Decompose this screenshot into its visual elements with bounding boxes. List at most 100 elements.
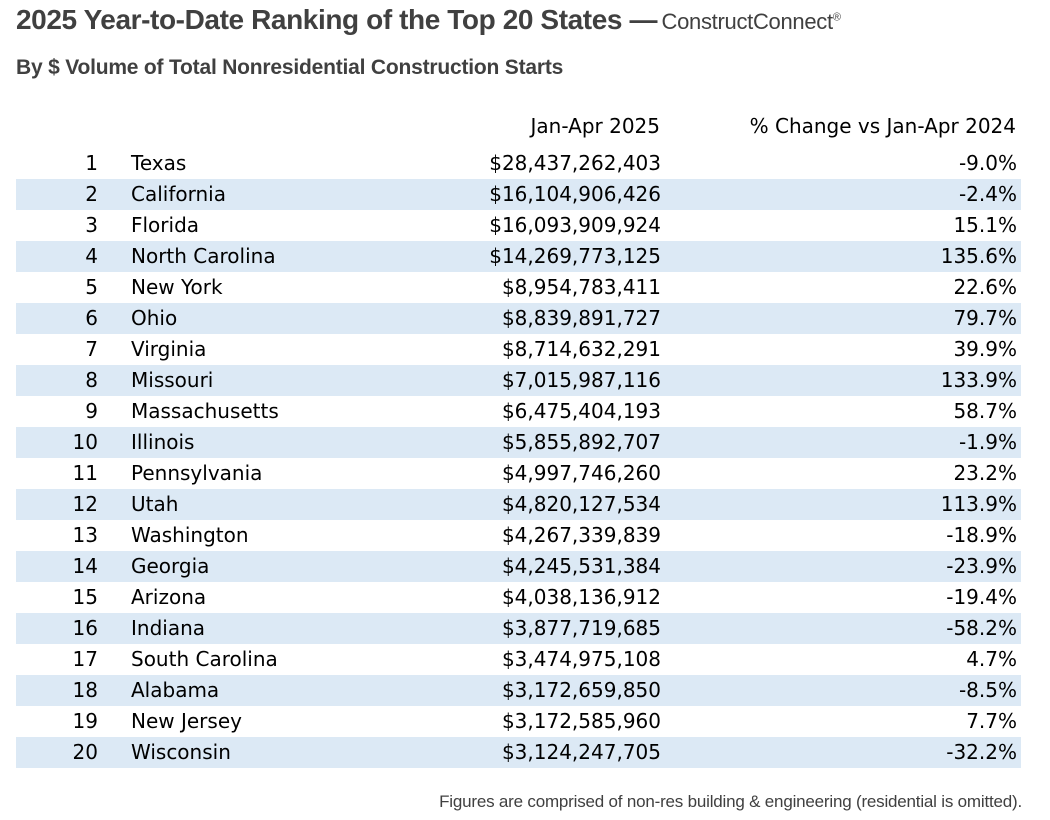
state-cell: California	[131, 182, 226, 206]
table-row: 5 New York $8,954,783,411 22.6%	[16, 272, 1021, 303]
state-cell: South Carolina	[131, 647, 278, 671]
rank-cell: 20	[72, 740, 98, 764]
page-subtitle: By $ Volume of Total Nonresidential Cons…	[16, 56, 564, 79]
value-cell: $16,093,909,924	[489, 213, 661, 237]
column-header-value: Jan-Apr 2025	[530, 114, 660, 138]
change-cell: -23.9%	[946, 554, 1017, 578]
value-cell: $7,015,987,116	[501, 368, 661, 392]
change-cell: -1.9%	[958, 430, 1017, 454]
footnote: Figures are comprised of non-res buildin…	[439, 792, 1022, 811]
value-cell: $3,474,975,108	[501, 647, 661, 671]
rank-cell: 17	[72, 647, 98, 671]
table-row: 9 Massachusetts $6,475,404,193 58.7%	[16, 396, 1021, 427]
table-row: 15 Arizona $4,038,136,912 -19.4%	[16, 582, 1021, 613]
change-cell: 58.7%	[953, 399, 1017, 423]
state-cell: New Jersey	[131, 709, 242, 733]
state-cell: Arizona	[131, 585, 207, 609]
title-text: 2025 Year-to-Date Ranking of the Top 20 …	[16, 4, 658, 35]
state-cell: Missouri	[131, 368, 214, 392]
value-cell: $4,997,746,260	[501, 461, 661, 485]
change-cell: 15.1%	[953, 213, 1017, 237]
state-cell: Pennsylvania	[131, 461, 263, 485]
value-cell: $28,437,262,403	[489, 151, 661, 175]
change-cell: -18.9%	[946, 523, 1017, 547]
change-cell: -19.4%	[946, 585, 1017, 609]
rank-cell: 4	[85, 244, 98, 268]
ranking-table: 1 Texas $28,437,262,403 -9.0% 2 California $16…	[16, 148, 1021, 768]
change-cell: 4.7%	[966, 647, 1017, 671]
change-cell: 135.6%	[940, 244, 1017, 268]
state-cell: Ohio	[131, 306, 178, 330]
rank-cell: 1	[85, 151, 98, 175]
rank-cell: 14	[72, 554, 98, 578]
brand-name: ConstructConnect®	[662, 9, 841, 34]
value-cell: $4,038,136,912	[501, 585, 661, 609]
value-cell: $4,245,531,384	[501, 554, 661, 578]
table-row: 13 Washington $4,267,339,839 -18.9%	[16, 520, 1021, 551]
state-cell: Massachusetts	[131, 399, 279, 423]
rank-cell: 8	[85, 368, 98, 392]
table-row: 1 Texas $28,437,262,403 -9.0%	[16, 148, 1021, 179]
page-title: 2025 Year-to-Date Ranking of the Top 20 …	[16, 4, 841, 36]
value-cell: $4,267,339,839	[501, 523, 661, 547]
state-cell: New York	[131, 275, 223, 299]
table-row: 17 South Carolina $3,474,975,108 4.7%	[16, 644, 1021, 675]
state-cell: Georgia	[131, 554, 210, 578]
state-cell: Virginia	[131, 337, 207, 361]
registered-mark: ®	[832, 11, 841, 24]
state-cell: Texas	[131, 151, 187, 175]
state-cell: Alabama	[131, 678, 220, 702]
rank-cell: 19	[72, 709, 98, 733]
value-cell: $16,104,906,426	[489, 182, 661, 206]
rank-cell: 3	[85, 213, 98, 237]
rank-cell: 16	[72, 616, 98, 640]
rank-cell: 13	[72, 523, 98, 547]
state-cell: Indiana	[131, 616, 206, 640]
column-header-change: % Change vs Jan-Apr 2024	[749, 114, 1016, 138]
table-row: 19 New Jersey $3,172,585,960 7.7%	[16, 706, 1021, 737]
change-cell: 133.9%	[940, 368, 1017, 392]
value-cell: $5,855,892,707	[501, 430, 661, 454]
state-cell: Washington	[131, 523, 249, 547]
value-cell: $4,820,127,534	[501, 492, 661, 516]
table-row: 16 Indiana $3,877,719,685 -58.2%	[16, 613, 1021, 644]
change-cell: -8.5%	[958, 678, 1017, 702]
rank-cell: 10	[72, 430, 98, 454]
change-cell: 23.2%	[953, 461, 1017, 485]
value-cell: $6,475,404,193	[501, 399, 661, 423]
table-row: 18 Alabama $3,172,659,850 -8.5%	[16, 675, 1021, 706]
table-row: 7 Virginia $8,714,632,291 39.9%	[16, 334, 1021, 365]
change-cell: 79.7%	[953, 306, 1017, 330]
rank-cell: 2	[85, 182, 98, 206]
table-row: 8 Missouri $7,015,987,116 133.9%	[16, 365, 1021, 396]
change-cell: 39.9%	[953, 337, 1017, 361]
rank-cell: 11	[72, 461, 98, 485]
change-cell: -2.4%	[958, 182, 1017, 206]
value-cell: $8,714,632,291	[501, 337, 661, 361]
table-row: 14 Georgia $4,245,531,384 -23.9%	[16, 551, 1021, 582]
value-cell: $8,839,891,727	[501, 306, 661, 330]
rank-cell: 9	[85, 399, 98, 423]
rank-cell: 15	[72, 585, 98, 609]
rank-cell: 18	[72, 678, 98, 702]
state-cell: Florida	[131, 213, 200, 237]
change-cell: -32.2%	[946, 740, 1017, 764]
state-cell: Illinois	[131, 430, 195, 454]
change-cell: 7.7%	[966, 709, 1017, 733]
value-cell: $3,124,247,705	[501, 740, 661, 764]
change-cell: 22.6%	[953, 275, 1017, 299]
value-cell: $14,269,773,125	[489, 244, 661, 268]
value-cell: $3,877,719,685	[501, 616, 661, 640]
change-cell: -58.2%	[946, 616, 1017, 640]
value-cell: $8,954,783,411	[501, 275, 661, 299]
brand-text: ConstructConnect	[661, 9, 834, 34]
rank-cell: 5	[85, 275, 98, 299]
table-row: 10 Illinois $5,855,892,707 -1.9%	[16, 427, 1021, 458]
rank-cell: 6	[85, 306, 98, 330]
state-cell: North Carolina	[131, 244, 276, 268]
table-row: 11 Pennsylvania $4,997,746,260 23.2%	[16, 458, 1021, 489]
value-cell: $3,172,659,850	[501, 678, 661, 702]
change-cell: 113.9%	[940, 492, 1017, 516]
table-row: 2 California $16,104,906,426 -2.4%	[16, 179, 1021, 210]
rank-cell: 7	[85, 337, 98, 361]
